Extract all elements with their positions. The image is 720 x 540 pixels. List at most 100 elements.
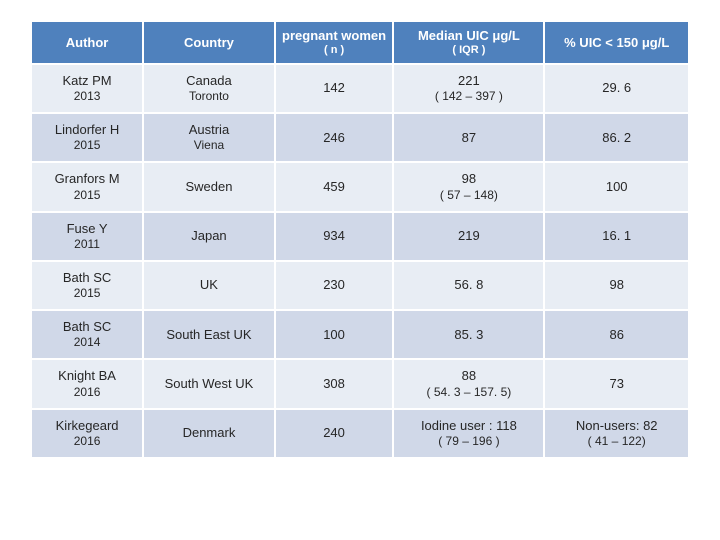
cell-main: 246 [280,130,389,146]
col-header-main: pregnant women [280,28,389,44]
cell-author: Fuse Y2011 [32,213,142,260]
cell-sub: ( 41 – 122) [549,434,684,449]
cell-sub: 2016 [36,434,138,449]
cell-main: 73 [549,376,684,392]
cell-main: 29. 6 [549,80,684,96]
cell-country: AustriaViena [144,114,274,161]
table-row: Fuse Y2011 Japan 934 219 16. 1 [32,213,688,260]
cell-country: Denmark [144,410,274,457]
cell-main: 86. 2 [549,130,684,146]
cell-median: 85. 3 [394,311,543,358]
cell-main: 142 [280,80,389,96]
cell-country: South West UK [144,360,274,407]
cell-main: Non-users: 82 [549,418,684,434]
cell-pct: 86. 2 [545,114,688,161]
cell-main: Bath SC [36,270,138,286]
cell-country: South East UK [144,311,274,358]
cell-n: 246 [276,114,393,161]
cell-author: Granfors M2015 [32,163,142,210]
cell-country: Sweden [144,163,274,210]
cell-sub: ( 57 – 148) [398,188,539,203]
cell-n: 308 [276,360,393,407]
table-container: Author Country pregnant women ( n ) Medi… [0,0,720,479]
cell-sub: 2015 [36,188,138,203]
cell-main: 100 [549,179,684,195]
cell-main: 85. 3 [398,327,539,343]
cell-main: Fuse Y [36,221,138,237]
cell-median: 98( 57 – 148) [394,163,543,210]
col-header-sub: ( IQR ) [398,44,539,57]
cell-main: Denmark [148,425,270,441]
cell-main: South West UK [148,376,270,392]
table-row: Kirkegeard2016 Denmark 240 Iodine user : 11… [32,410,688,457]
cell-sub: 2011 [36,237,138,252]
cell-sub: Viena [148,138,270,153]
cell-sub: 2014 [36,335,138,350]
table-row: Lindorfer H2015AustriaViena2468786. 2 [32,114,688,161]
cell-main: South East UK [148,327,270,343]
cell-main: Kirkegeard [36,418,138,434]
table-body: Katz PM2013CanadaToronto142221( 142 – 39… [32,65,688,457]
cell-median: 87 [394,114,543,161]
col-header-author: Author [32,22,142,63]
cell-main: Iodine user : 118 [398,418,539,434]
cell-main: 934 [280,228,389,244]
cell-country: CanadaToronto [144,65,274,112]
cell-main: Japan [148,228,270,244]
cell-sub: ( 142 – 397 ) [398,89,539,104]
col-header-sub: ( n ) [280,44,389,57]
cell-author: Bath SC2014 [32,311,142,358]
cell-main: Austria [148,122,270,138]
cell-pct: Non-users: 82( 41 – 122) [545,410,688,457]
cell-n: 230 [276,262,393,309]
col-header-pct: % UIC < 150 μg/L [545,22,688,63]
cell-main: Knight BA [36,368,138,384]
cell-main: 221 [398,73,539,89]
cell-main: 230 [280,277,389,293]
cell-main: 308 [280,376,389,392]
cell-main: 56. 8 [398,277,539,293]
cell-median: 221( 142 – 397 ) [394,65,543,112]
cell-main: 16. 1 [549,228,684,244]
cell-n: 142 [276,65,393,112]
cell-author: Lindorfer H2015 [32,114,142,161]
cell-main: 98 [549,277,684,293]
cell-main: 219 [398,228,539,244]
cell-sub: 2015 [36,286,138,301]
cell-median: 88( 54. 3 – 157. 5) [394,360,543,407]
cell-country: UK [144,262,274,309]
cell-main: Lindorfer H [36,122,138,138]
cell-sub: 2015 [36,138,138,153]
cell-sub: 2013 [36,89,138,104]
cell-sub: Toronto [148,89,270,104]
cell-pct: 86 [545,311,688,358]
cell-main: 100 [280,327,389,343]
cell-pct: 73 [545,360,688,407]
cell-main: 240 [280,425,389,441]
cell-author: Katz PM2013 [32,65,142,112]
cell-n: 240 [276,410,393,457]
uic-table: Author Country pregnant women ( n ) Medi… [30,20,690,459]
cell-main: Canada [148,73,270,89]
table-row: Katz PM2013CanadaToronto142221( 142 – 39… [32,65,688,112]
cell-country: Japan [144,213,274,260]
cell-author: Kirkegeard2016 [32,410,142,457]
cell-main: UK [148,277,270,293]
cell-main: Granfors M [36,171,138,187]
col-header-main: Author [36,35,138,51]
cell-median: 219 [394,213,543,260]
cell-median: 56. 8 [394,262,543,309]
cell-main: Katz PM [36,73,138,89]
header-row: Author Country pregnant women ( n ) Medi… [32,22,688,63]
cell-pct: 100 [545,163,688,210]
col-header-main: % UIC < 150 μg/L [549,35,684,51]
table-row: Granfors M2015Sweden45998( 57 – 148)100 [32,163,688,210]
cell-pct: 29. 6 [545,65,688,112]
cell-sub: 2016 [36,385,138,400]
cell-n: 100 [276,311,393,358]
cell-main: Bath SC [36,319,138,335]
cell-pct: 98 [545,262,688,309]
cell-main: Sweden [148,179,270,195]
cell-pct: 16. 1 [545,213,688,260]
cell-main: 98 [398,171,539,187]
